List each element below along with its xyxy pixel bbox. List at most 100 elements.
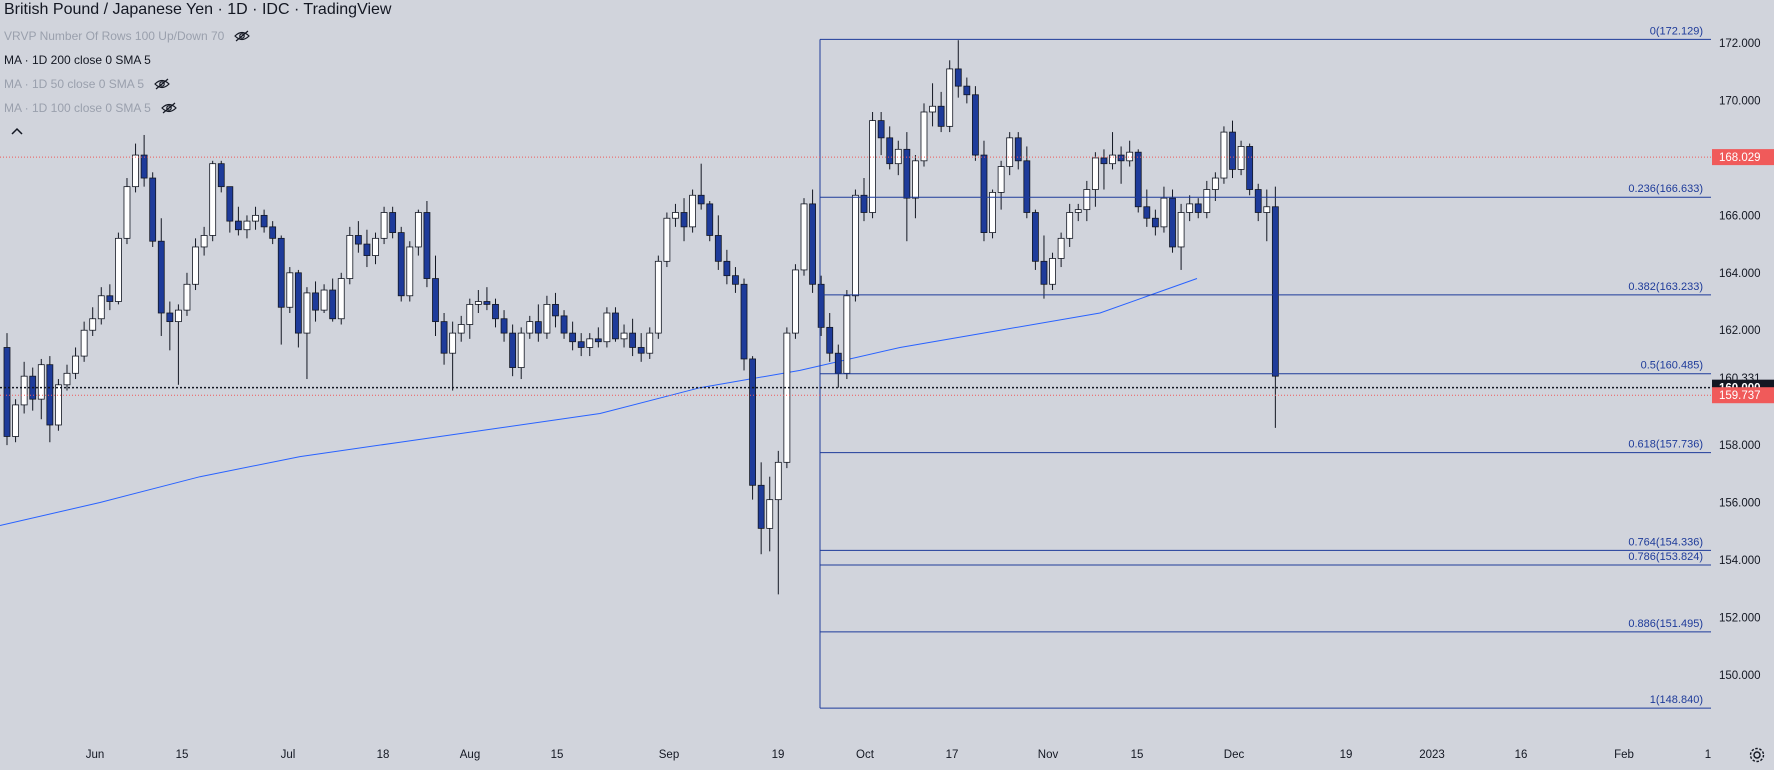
indicator-vrvp[interactable]: VRVP Number Of Rows 100 Up/Down 70	[4, 28, 391, 44]
candle-down	[234, 206, 242, 236]
symbol-title[interactable]: British Pound / Japanese Yen · 1D · IDC …	[4, 1, 392, 18]
candle-down	[680, 198, 688, 242]
price-tick-label: 166.000	[1719, 210, 1761, 222]
candle-body	[37, 364, 45, 400]
time-tick-label: Sep	[659, 749, 679, 761]
candle-body	[800, 203, 808, 271]
candle-down	[1134, 149, 1142, 213]
collapse-up-icon[interactable]	[10, 126, 24, 136]
candle-body	[346, 235, 354, 279]
price-label-bg	[1712, 149, 1774, 166]
candle-up	[1237, 140, 1245, 176]
candle-down	[509, 324, 517, 377]
candle-down	[560, 310, 568, 339]
candle-down	[757, 462, 765, 555]
fib-level-label: 0.618(157.736)	[1628, 439, 1703, 451]
candle-body	[749, 358, 756, 486]
candle-down	[860, 178, 868, 222]
candle-up	[200, 226, 208, 256]
candle-body	[1049, 258, 1056, 285]
candle-down	[1246, 143, 1254, 196]
candle-down	[1254, 183, 1262, 222]
candle-body	[1109, 154, 1116, 165]
candle-body	[474, 301, 482, 305]
candle-down	[732, 267, 739, 293]
candle-body	[440, 321, 448, 354]
eye-hidden-icon[interactable]	[154, 78, 170, 90]
candle-up	[663, 212, 671, 268]
candle-up	[303, 287, 311, 380]
fib-level-label: 0.764(154.336)	[1628, 536, 1703, 548]
candle-body	[586, 338, 594, 348]
candle-up	[800, 198, 808, 276]
candle-up	[209, 160, 217, 242]
candle-down	[46, 356, 54, 443]
time-tick-label: 19	[772, 749, 785, 761]
indicator-ma-100[interactable]: MA · 1D 100 close 0 SMA 5	[4, 100, 391, 116]
candle-up	[1160, 186, 1168, 233]
candle-down	[312, 281, 319, 322]
candle-body	[200, 235, 208, 248]
candle-up	[1177, 203, 1185, 270]
candle-down	[149, 172, 157, 247]
settings-gear-icon[interactable]	[1748, 746, 1766, 764]
candle-down	[1271, 186, 1279, 428]
candle-down	[354, 221, 362, 253]
candle-body	[234, 220, 242, 231]
time-tick-label: 16	[1515, 749, 1528, 761]
candle-down	[3, 333, 11, 446]
candle-body	[740, 283, 748, 360]
candle-body	[569, 332, 577, 343]
candle-up	[457, 315, 465, 342]
candle-up	[894, 140, 902, 176]
indicator-ma-50[interactable]: MA · 1D 50 close 0 SMA 5	[4, 76, 391, 92]
candle-up	[252, 206, 259, 230]
candle-up	[183, 272, 191, 316]
candle-body	[397, 232, 405, 297]
candle-body	[286, 272, 294, 308]
candle-body	[380, 212, 388, 239]
candle-body	[809, 203, 816, 285]
candle-down	[363, 229, 371, 268]
candle-up	[320, 284, 328, 314]
eye-hidden-icon[interactable]	[234, 30, 251, 42]
candle-body	[697, 194, 705, 205]
candle-body	[920, 111, 928, 162]
candle-up	[783, 327, 791, 469]
candle-body	[140, 154, 148, 179]
candle-down	[569, 321, 577, 351]
time-tick-label: Feb	[1614, 749, 1634, 761]
candle-up	[689, 189, 696, 233]
candle-body	[869, 120, 876, 213]
candle-up	[63, 364, 71, 391]
candle-body	[577, 341, 585, 348]
candle-up	[337, 272, 345, 325]
indicator-ma-200[interactable]: MA · 1D 200 close 0 SMA 5	[4, 52, 391, 68]
indicator-label: VRVP Number Of Rows 100 Up/Down 70	[4, 29, 225, 43]
ma-200-layer	[0, 278, 1198, 526]
candle-body	[389, 212, 397, 233]
candle-body	[1040, 260, 1048, 285]
candle-body	[946, 68, 954, 127]
candle-up	[192, 238, 199, 291]
candle-up	[766, 476, 774, 552]
price-label-text: 159.737	[1719, 390, 1761, 402]
candle-body	[552, 303, 559, 317]
candle-down	[903, 132, 911, 242]
candle-body	[372, 237, 379, 256]
candle-body	[603, 312, 611, 343]
candle-body	[312, 292, 319, 311]
candle-down	[937, 91, 945, 133]
candle-up	[449, 321, 457, 391]
candle-body	[714, 235, 722, 262]
time-tick-label: 17	[946, 749, 959, 761]
candle-down	[817, 275, 825, 336]
candle-up	[792, 264, 799, 339]
candle-up	[380, 206, 388, 245]
candle-up	[1074, 203, 1082, 222]
eye-hidden-icon[interactable]	[160, 102, 177, 114]
price-tick-label: 164.000	[1719, 268, 1761, 280]
candle-body	[97, 295, 105, 320]
candle-up	[929, 83, 936, 127]
